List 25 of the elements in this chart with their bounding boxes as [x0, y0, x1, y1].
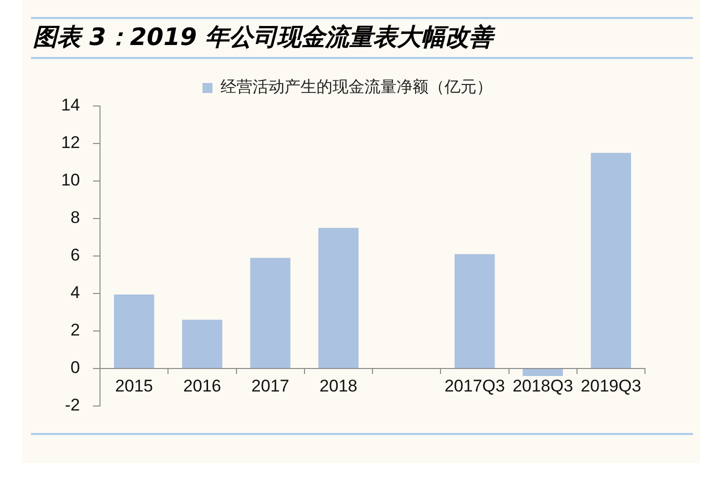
y-tick-label: 14 — [61, 96, 80, 115]
bar — [590, 152, 632, 368]
bar — [318, 228, 359, 368]
bar — [182, 320, 222, 368]
bar — [250, 258, 290, 368]
x-tick-label: 2018 — [320, 376, 358, 396]
legend-label: 经营活动产生的现金流量净额（亿元） — [220, 77, 492, 96]
bar — [522, 369, 563, 376]
bar — [114, 294, 154, 368]
y-tick-label: 10 — [61, 170, 80, 190]
y-tick-label: 2 — [70, 320, 80, 340]
y-tick-label: 4 — [70, 283, 80, 302]
y-tick-label: 0 — [70, 358, 80, 378]
x-tick-label: 2018Q3 — [512, 376, 574, 396]
x-tick-label: 2019Q3 — [580, 376, 642, 396]
chart-title: 图表 3：2019 年公司现金流量表大幅改善 — [33, 22, 494, 53]
y-tick-label: 12 — [61, 133, 80, 152]
x-tick-label: 2015 — [115, 376, 153, 396]
bar — [454, 254, 495, 368]
y-tick-label: -2 — [64, 396, 80, 415]
x-tick-label: 2016 — [183, 376, 222, 396]
y-tick-label: 8 — [70, 208, 80, 228]
x-tick-label: 2017Q3 — [444, 376, 505, 396]
x-tick-label: 2017 — [251, 376, 290, 396]
y-tick-label: 6 — [70, 246, 80, 265]
